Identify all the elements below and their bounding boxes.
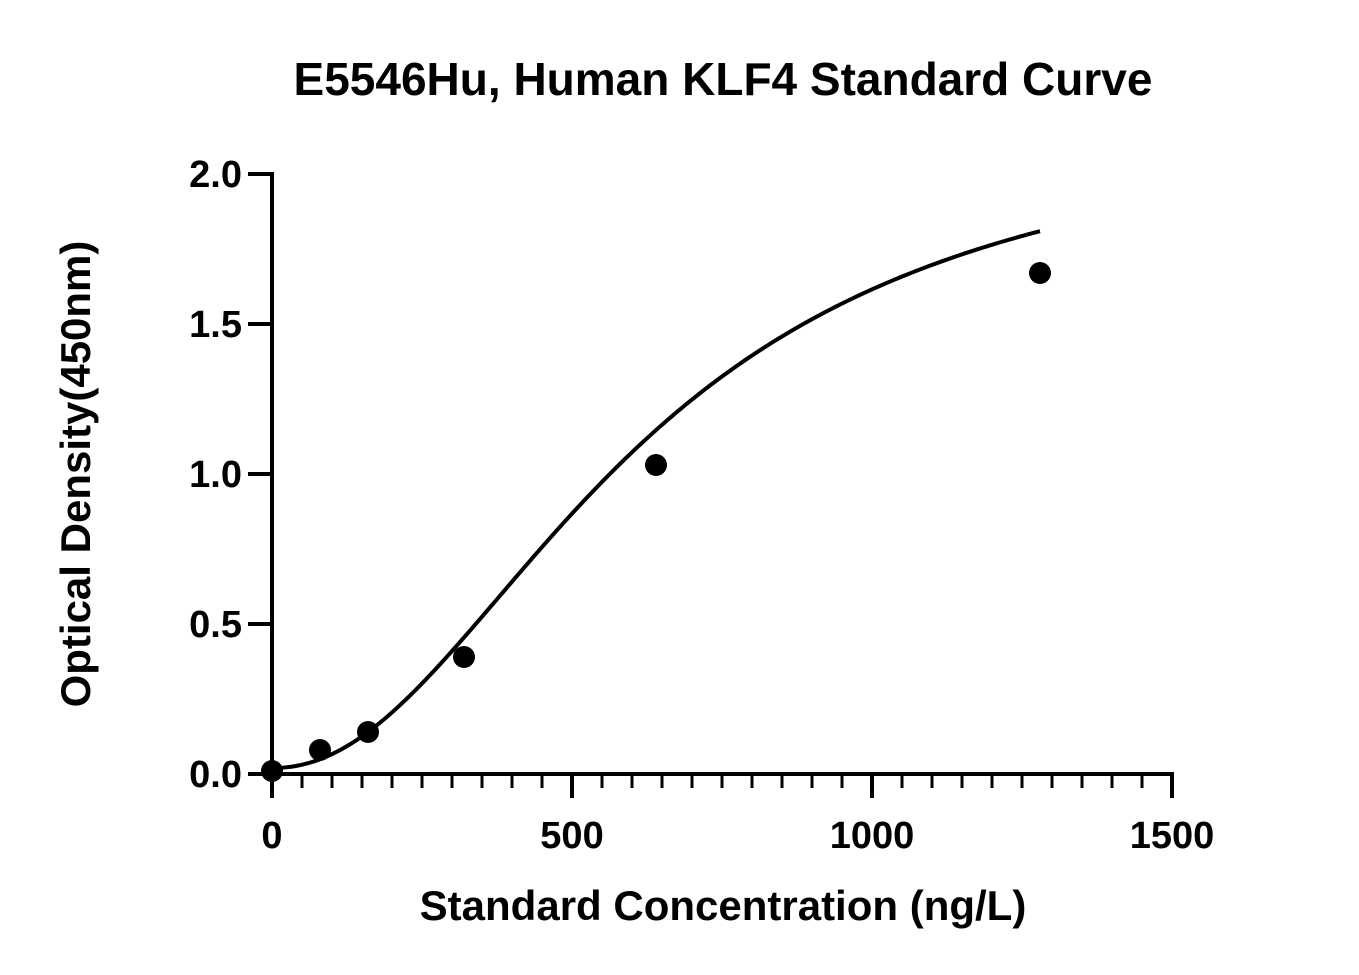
y-tick-label: 1.0 [189, 454, 242, 496]
x-tick-label: 1000 [830, 815, 915, 857]
x-axis-label: Standard Concentration (ng/L) [420, 882, 1027, 929]
y-tick-label: 0.5 [189, 604, 242, 646]
y-tick-label: 0.0 [189, 754, 242, 796]
y-axis-label: Optical Density(450nm) [52, 241, 99, 708]
data-point [1029, 262, 1051, 284]
x-tick-label: 1500 [1130, 815, 1215, 857]
data-point [261, 760, 283, 782]
x-tick-label: 0 [261, 815, 282, 857]
y-tick-label: 2.0 [189, 154, 242, 196]
chart-title: E5546Hu, Human KLF4 Standard Curve [294, 53, 1153, 105]
data-point [357, 721, 379, 743]
y-tick-label: 1.5 [189, 304, 242, 346]
data-points-layer [261, 262, 1051, 782]
data-point [309, 739, 331, 761]
data-point [453, 646, 475, 668]
x-tick-label: 500 [540, 815, 603, 857]
y-axis: 0.0 0.5 1.0 1.5 2.0 [189, 154, 274, 796]
fit-curve [271, 229, 1041, 770]
x-axis: 0 500 1000 1500 [261, 772, 1215, 857]
fit-curve-layer [271, 229, 1041, 770]
data-point [645, 454, 667, 476]
